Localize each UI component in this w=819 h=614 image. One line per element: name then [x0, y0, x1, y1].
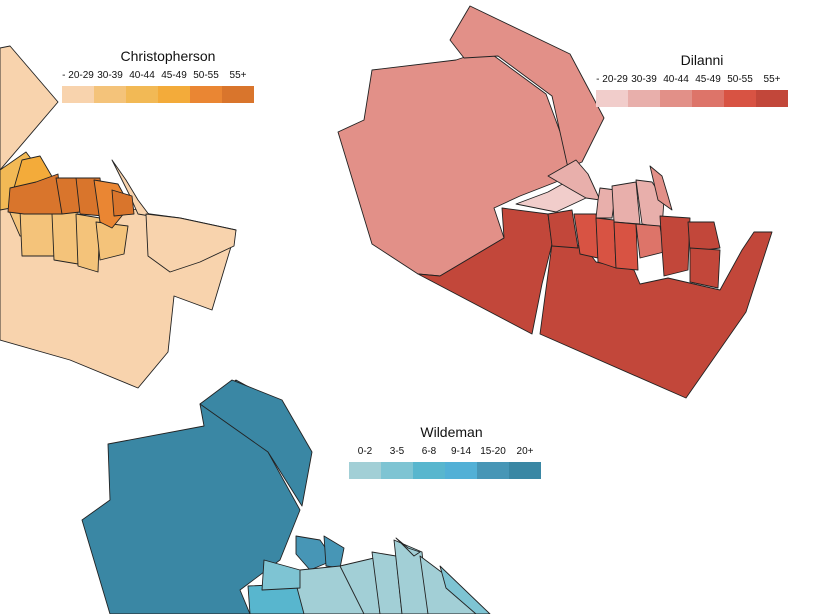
legend-item: - 20-29 [62, 70, 94, 103]
legend-bin-label: - 20-29 [62, 70, 94, 81]
wildeman-legend: Wildeman 0-2 3-5 6-8 9-14 15-20 20+ [349, 424, 554, 484]
legend-swatch [756, 90, 788, 107]
legend-bin-label: - 20-29 [596, 74, 628, 85]
wildeman-map [81, 379, 491, 614]
district-region [111, 159, 151, 217]
district-region [393, 539, 429, 614]
legend-bin-label: 55+ [229, 70, 247, 81]
legend-items: 0-2 3-5 6-8 9-14 15-20 20+ [349, 446, 541, 479]
district-region [0, 45, 59, 171]
district-region [395, 537, 421, 557]
legend-swatch [477, 462, 509, 479]
legend-item: 9-14 [445, 446, 477, 479]
district-region [659, 215, 691, 277]
district-region [323, 535, 345, 569]
legend-item: 50-55 [724, 74, 756, 107]
legend-item: 30-39 [94, 70, 126, 103]
legend-bin-label: 50-55 [193, 70, 219, 81]
legend-item: 15-20 [477, 446, 509, 479]
district-region [439, 565, 491, 614]
district-region [339, 557, 381, 614]
district-region [687, 221, 721, 253]
christopherson-legend: Christopherson - 20-29 30-39 40-44 45-49… [62, 48, 274, 108]
legend-bin-label: 45-49 [695, 74, 721, 85]
legend-swatch [94, 86, 126, 103]
district-region [261, 559, 301, 591]
district-region [199, 379, 313, 507]
legend-swatch [158, 86, 190, 103]
district-region [689, 247, 721, 289]
legend-bin-label: 15-20 [480, 446, 506, 457]
legend-swatch [62, 86, 94, 103]
legend-item: 55+ [756, 74, 788, 107]
legend-swatch [724, 90, 756, 107]
legend-item: 45-49 [158, 70, 190, 103]
legend-item: 0-2 [349, 446, 381, 479]
dilanni-map [337, 5, 773, 399]
legend-swatch [692, 90, 724, 107]
district-region [613, 221, 639, 271]
district-region [295, 535, 335, 571]
dilanni-legend: Dilanni - 20-29 30-39 40-44 45-49 50-55 … [596, 52, 808, 112]
legend-swatch [413, 462, 445, 479]
legend-bin-label: 55+ [763, 74, 781, 85]
district-region [95, 221, 129, 261]
district-region [371, 551, 403, 614]
legend-swatch [190, 86, 222, 103]
district-region [111, 189, 135, 217]
district-region [635, 223, 665, 259]
legend-title: Wildeman [420, 424, 483, 440]
legend-swatch [660, 90, 692, 107]
legend-item: 3-5 [381, 446, 413, 479]
legend-bin-label: 30-39 [631, 74, 657, 85]
legend-bin-label: 30-39 [97, 70, 123, 81]
district-region [51, 211, 79, 265]
legend-bin-label: 20+ [516, 446, 534, 457]
legend-title: Christopherson [120, 48, 216, 64]
district-region [539, 231, 773, 399]
district-region [649, 165, 673, 211]
legend-item: 30-39 [628, 74, 660, 107]
district-region [75, 213, 101, 273]
legend-swatch [222, 86, 254, 103]
legend-item: 40-44 [126, 70, 158, 103]
district-region [611, 181, 641, 225]
legend-bin-label: 40-44 [129, 70, 155, 81]
district-region [547, 209, 579, 249]
legend-bin-label: 50-55 [727, 74, 753, 85]
legend-item: 55+ [222, 70, 254, 103]
legend-swatch [628, 90, 660, 107]
legend-swatch [126, 86, 158, 103]
district-region [145, 213, 237, 273]
legend-bin-label: 9-14 [450, 446, 471, 457]
legend-swatch [349, 462, 381, 479]
legend-item: 6-8 [413, 446, 445, 479]
legend-item: 50-55 [190, 70, 222, 103]
district-region [595, 217, 617, 269]
legend-title: Dilanni [680, 52, 724, 68]
legend-bin-label: 3-5 [389, 446, 405, 457]
legend-swatch [445, 462, 477, 479]
legend-items: - 20-29 30-39 40-44 45-49 50-55 55+ [596, 74, 788, 107]
legend-item: 40-44 [660, 74, 692, 107]
legend-bin-label: 40-44 [663, 74, 689, 85]
legend-items: - 20-29 30-39 40-44 45-49 50-55 55+ [62, 70, 254, 103]
christopherson-map [0, 45, 237, 389]
legend-swatch [509, 462, 541, 479]
legend-item: 20+ [509, 446, 541, 479]
legend-bin-label: 45-49 [161, 70, 187, 81]
legend-bin-label: 0-2 [357, 446, 373, 457]
legend-swatch [596, 90, 628, 107]
legend-item: 45-49 [692, 74, 724, 107]
district-region [93, 179, 131, 229]
legend-item: - 20-29 [596, 74, 628, 107]
legend-bin-label: 6-8 [421, 446, 437, 457]
legend-swatch [381, 462, 413, 479]
